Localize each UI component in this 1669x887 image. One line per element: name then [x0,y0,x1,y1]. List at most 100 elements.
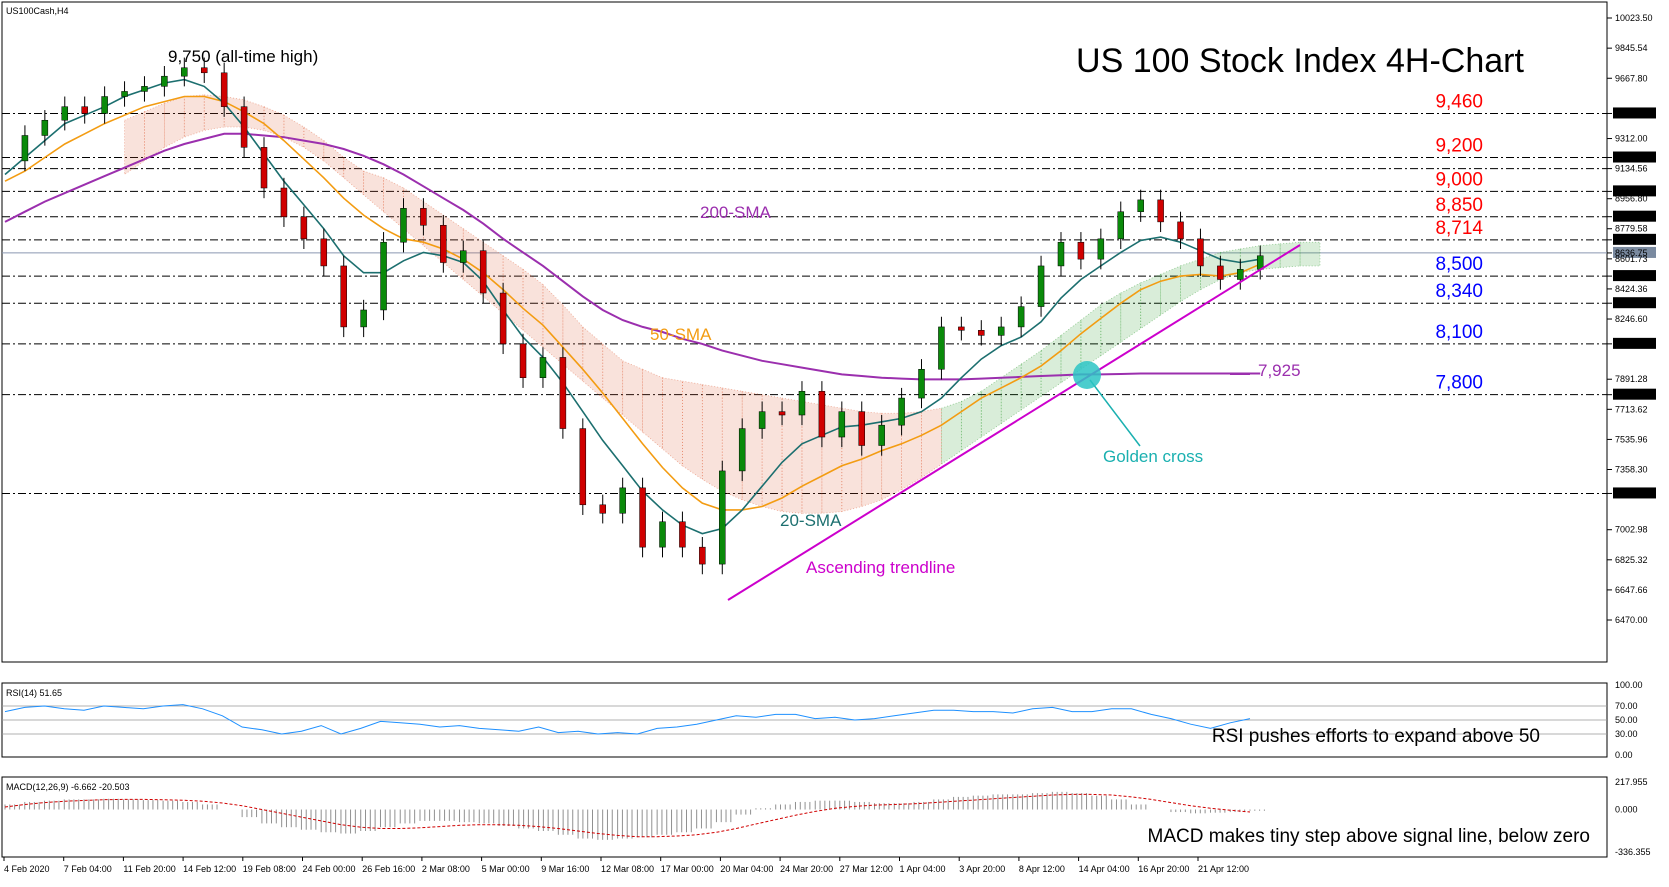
cloud-segment [921,407,942,479]
price-tick-label: 7713.62 [1615,404,1648,414]
price-tick-label: 8636.75 [1615,248,1648,258]
cloud-segment [243,99,265,131]
cloud-segment [1219,248,1241,281]
candle-body [539,357,547,378]
cloud-segment [442,214,464,281]
price-tag-bg [1613,233,1656,245]
price-tag-bg [1613,388,1656,400]
cloud-segment [642,368,663,450]
rsi-tick-label: 30.00 [1615,729,1638,739]
cloud-segment [960,390,982,452]
golden-cross-marker [1073,361,1101,389]
price-tag-bg [1613,107,1656,119]
symbol-label: US100Cash,H4 [6,6,69,16]
cloud-segment [1180,258,1201,303]
ichimoku-cloud [124,94,1321,514]
rsi-note: RSI pushes efforts to expand above 50 [1212,726,1540,747]
cloud-segment [901,411,922,491]
price-tag-bg [1613,270,1656,282]
sma20-label: 20-SMA [780,511,842,530]
candle-body [499,292,507,345]
candle-body [101,96,108,114]
cloud-segment [542,283,564,366]
price-tag-bg [1613,151,1656,163]
level-label: 8,850 [1435,195,1483,216]
cloud-segment [861,411,883,508]
rsi-line [4,704,1251,735]
candle-body [479,250,487,294]
time-tick-label: 20 Mar 04:00 [720,864,773,874]
rsi-tick-label: 0.00 [1615,750,1633,760]
candle-body [958,326,965,331]
candle-body [300,216,308,240]
price-panel-frame [1,1,1608,663]
candle-body [141,86,148,92]
price-tick-label: 9000.00 [1615,186,1648,196]
candle-body [121,91,128,97]
candle-body [161,75,168,87]
candle-body [918,369,925,399]
price-tick-label: 9667.80 [1615,73,1648,83]
price-tick-label: 8246.60 [1615,314,1648,324]
price-tick-label: 8424.36 [1615,284,1648,294]
candle-body [1197,238,1204,267]
price-tick-label: 10023.50 [1615,13,1653,23]
cloud-segment [582,326,604,399]
candle-body [1017,306,1025,328]
candle-body [619,487,626,514]
sma50-label: 50-SMA [650,325,712,344]
cloud-segment [522,268,544,349]
indicator-lines [4,78,1261,535]
time-tick-label: 11 Feb 20:00 [123,864,175,874]
price-tick-label: 7217.00 [1615,488,1648,498]
price-tag-bg [1613,337,1656,349]
sma200-line [4,132,1261,381]
cloud-segment [343,156,365,196]
time-tick-label: 14 Feb 12:00 [183,864,236,874]
time-tick-label: 16 Apr 20:00 [1138,864,1189,874]
candle-body [41,119,49,136]
cloud-segment [1000,363,1022,425]
price-tag-bg [1613,210,1656,222]
candle-body [340,265,347,328]
macd-signal-line [4,793,1251,838]
cloud-segment [781,397,803,514]
level-label: 7,800 [1435,373,1483,394]
candle-body [1177,221,1184,240]
price-tick-label: 6470.00 [1615,615,1648,625]
time-tick-label: 21 Apr 12:00 [1198,864,1249,874]
candle-body [559,357,567,429]
cloud-segment [144,102,165,162]
macd-tick-label: 0.000 [1615,805,1638,815]
candle-body [599,504,606,514]
cloud-segment [1259,243,1281,270]
candle-body [240,106,248,148]
cloud-segment [1160,265,1181,316]
rsi-tick-label: 100.00 [1615,680,1643,690]
candle-body [818,391,826,438]
candle-body [400,208,407,243]
cloud-segment [363,170,384,213]
candle-body [260,147,268,189]
candle-body [798,391,806,416]
cloud-segment [1040,334,1062,398]
price-tick-label: 8779.58 [1615,224,1648,234]
sma200-label: 200-SMA [700,203,772,222]
cloud-segment [980,376,1002,438]
candle-body [320,238,328,267]
price-tick-label: 9460.00 [1615,108,1648,118]
candle-body [519,343,527,378]
candle-body [699,546,706,565]
cloud-segment [263,106,285,138]
cloud-segment [881,412,902,501]
cloud-segment [502,255,524,332]
cloud-segment [1120,282,1142,343]
candle-body [220,72,228,107]
candle-body [1137,199,1144,212]
time-tick-label: 26 Feb 16:00 [362,864,415,874]
price-tag-bg [1613,246,1656,258]
price-tick-label: 9200.00 [1615,153,1648,163]
cloud-segment [841,407,863,513]
price-tick-label: 8956.80 [1615,194,1648,204]
candle-body [280,187,288,218]
